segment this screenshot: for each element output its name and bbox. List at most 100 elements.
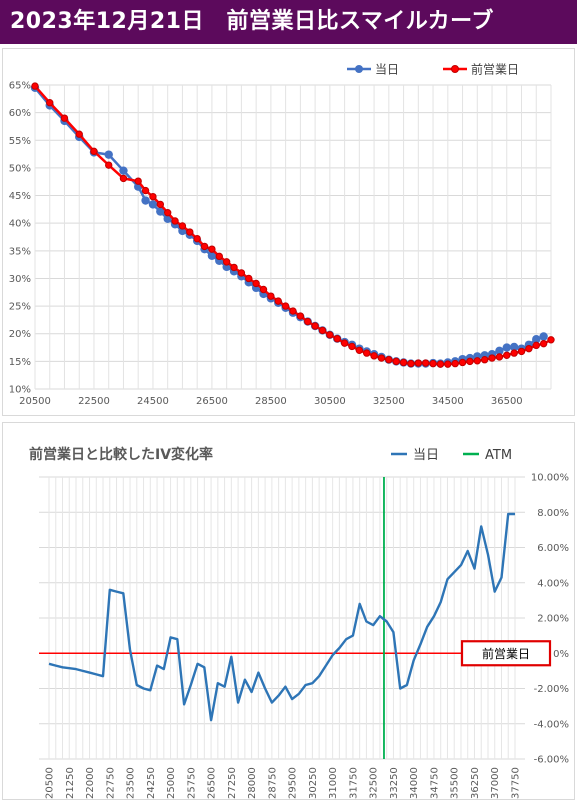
y-tick-label: 55% xyxy=(9,136,31,147)
data-point xyxy=(222,258,231,266)
x-tick-label: 32500 xyxy=(373,396,405,407)
data-point xyxy=(421,359,430,367)
y-tick-label: 10.00% xyxy=(531,473,569,484)
x-tick-label: 22750 xyxy=(105,767,116,799)
y-tick-label: 20% xyxy=(9,329,31,340)
data-point xyxy=(407,359,415,368)
data-point xyxy=(473,357,481,365)
x-tick-label: 34000 xyxy=(409,767,420,799)
x-tick-label: 33250 xyxy=(389,767,400,799)
data-point xyxy=(363,349,371,357)
data-point xyxy=(480,356,489,364)
data-point xyxy=(304,317,312,326)
data-point xyxy=(495,353,504,361)
legend-label: ATM xyxy=(485,448,512,463)
data-point xyxy=(532,335,541,344)
x-tick-label: 32500 xyxy=(369,767,380,799)
data-point xyxy=(466,357,474,366)
series-line-today xyxy=(48,512,515,722)
data-point xyxy=(436,360,445,368)
data-point xyxy=(156,207,165,216)
data-point xyxy=(134,177,142,185)
data-point xyxy=(148,200,158,209)
data-point xyxy=(119,174,128,183)
data-point xyxy=(503,351,511,359)
data-point xyxy=(370,352,378,360)
x-tick-label: 34500 xyxy=(432,396,464,407)
y-tick-label: 50% xyxy=(9,163,31,174)
data-point xyxy=(178,222,187,230)
y-tick-label: 6.00% xyxy=(537,543,569,554)
data-point xyxy=(444,360,452,368)
smile-curve-chart-panel: 10% 15% 20% 25% 30% 35% 40% 45% 50% 55% 60% 65% 2050… xyxy=(2,48,575,416)
data-point xyxy=(326,331,334,339)
y-tick-label: 35% xyxy=(9,246,31,257)
smile-curve-chart: 10% 15% 20% 25% 30% 35% 40% 45% 50% 55% 60% 65% 2050… xyxy=(9,62,555,407)
data-point xyxy=(539,332,548,341)
y-tick-label: 30% xyxy=(9,274,31,285)
data-point xyxy=(31,82,39,90)
x-tick-label: 28500 xyxy=(255,396,287,407)
data-point xyxy=(156,200,165,209)
annotation-box xyxy=(460,640,552,667)
y-tick-label: -6.00% xyxy=(534,755,569,766)
data-point xyxy=(237,269,246,277)
x-tick-label: 26500 xyxy=(196,396,228,407)
data-point xyxy=(289,307,297,315)
data-point xyxy=(208,245,216,253)
legend-label: 当日 xyxy=(375,63,399,77)
y-tick-label: 4.00% xyxy=(537,578,569,589)
data-point xyxy=(333,335,341,343)
data-point xyxy=(200,242,209,251)
data-point xyxy=(281,302,290,310)
y-tick-label: -4.00% xyxy=(534,719,569,730)
y-tick-label: 65% xyxy=(9,81,31,92)
x-tick-label: 34750 xyxy=(429,767,440,799)
data-point xyxy=(510,349,518,357)
data-point xyxy=(186,228,194,236)
data-point xyxy=(517,347,526,356)
x-tick-label: 30500 xyxy=(314,396,346,407)
data-point xyxy=(75,130,83,138)
x-tick-label: 28000 xyxy=(247,767,258,799)
legend-label: 当日 xyxy=(413,448,439,463)
y-tick-label: 40% xyxy=(9,219,31,230)
data-point xyxy=(311,322,319,330)
data-point xyxy=(348,342,356,351)
data-point xyxy=(267,292,275,300)
data-point xyxy=(495,346,504,356)
data-point xyxy=(207,251,217,260)
iv-change-chart: 前営業日と比較したIV変化率 -6.00% -4.00% -2.00% 0% 2.00% 4… xyxy=(29,446,569,799)
y-tick-label: 25% xyxy=(9,302,31,313)
data-point xyxy=(193,234,201,243)
data-point xyxy=(90,147,98,156)
data-point xyxy=(104,150,113,159)
data-point xyxy=(488,354,496,362)
data-point xyxy=(525,344,533,353)
y-tick-label: 15% xyxy=(9,357,31,368)
x-tick-label: 36250 xyxy=(470,767,481,799)
y-tick-label: 2.00% xyxy=(537,614,569,625)
data-point xyxy=(141,196,150,205)
data-point xyxy=(377,354,386,362)
data-point xyxy=(245,274,253,283)
y-tick-label: 60% xyxy=(9,108,31,119)
data-point xyxy=(458,358,467,367)
x-tick-label: 25750 xyxy=(186,767,197,799)
data-point xyxy=(46,98,54,107)
iv-change-chart-panel: 前営業日と比較したIV変化率 -6.00% -4.00% -2.00% 0% 2.00% 4… xyxy=(2,422,575,800)
data-point xyxy=(149,192,157,201)
chart-title: 前営業日と比較したIV変化率 xyxy=(29,446,213,463)
x-tick-label: 36500 xyxy=(491,396,523,407)
legend-marker xyxy=(355,65,363,73)
x-tick-label: 31000 xyxy=(328,767,339,799)
legend-marker xyxy=(451,65,459,73)
x-tick-label: 31750 xyxy=(348,767,359,799)
x-tick-label: 35500 xyxy=(450,767,461,799)
data-point xyxy=(429,359,437,368)
data-point xyxy=(340,339,349,347)
y-tick-label: 8.00% xyxy=(537,508,569,519)
x-tick-label: 37000 xyxy=(490,767,501,799)
x-tick-label: 24250 xyxy=(146,767,157,799)
legend-label: 前営業日 xyxy=(471,62,519,77)
